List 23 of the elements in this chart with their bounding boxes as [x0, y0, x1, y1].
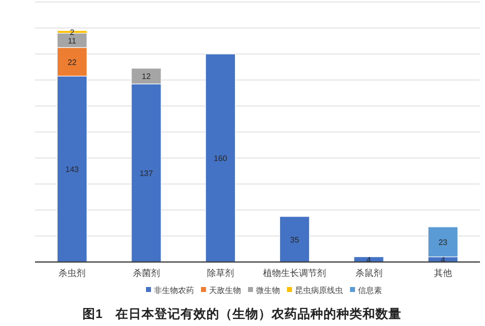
- bar: [205, 54, 236, 262]
- data-label: 22: [68, 58, 78, 67]
- x-tick-label: 杀菌剂: [132, 268, 160, 278]
- legend-label: 天敌生物: [209, 286, 241, 295]
- data-label: 137: [140, 168, 154, 178]
- bar: [279, 216, 310, 262]
- x-tick-label: 杀鼠剂: [355, 268, 382, 278]
- x-tick-label: 杀虫剂: [58, 268, 86, 278]
- x-tick-label: 除草剂: [206, 268, 234, 278]
- x-tick-label: 植物生长调节剂: [263, 268, 326, 278]
- text: 图1 在日本登记有效的（生物）农药品种的种类和数量: [82, 306, 402, 321]
- x-tick-label: 其他: [434, 268, 452, 278]
- data-label: 11: [68, 36, 77, 46]
- legend-label: 昆虫病原线虫: [295, 286, 343, 295]
- data-label: 143: [65, 165, 80, 174]
- data-label: 23: [438, 238, 448, 247]
- legend-label: 微生物: [256, 286, 280, 295]
- data-label: 160: [214, 154, 228, 163]
- legend-label: 非生物农药: [154, 286, 194, 295]
- data-label: 35: [290, 235, 300, 244]
- data-label: 12: [142, 72, 152, 82]
- bar: [428, 226, 458, 258]
- legend-label: 信息素: [358, 286, 382, 295]
